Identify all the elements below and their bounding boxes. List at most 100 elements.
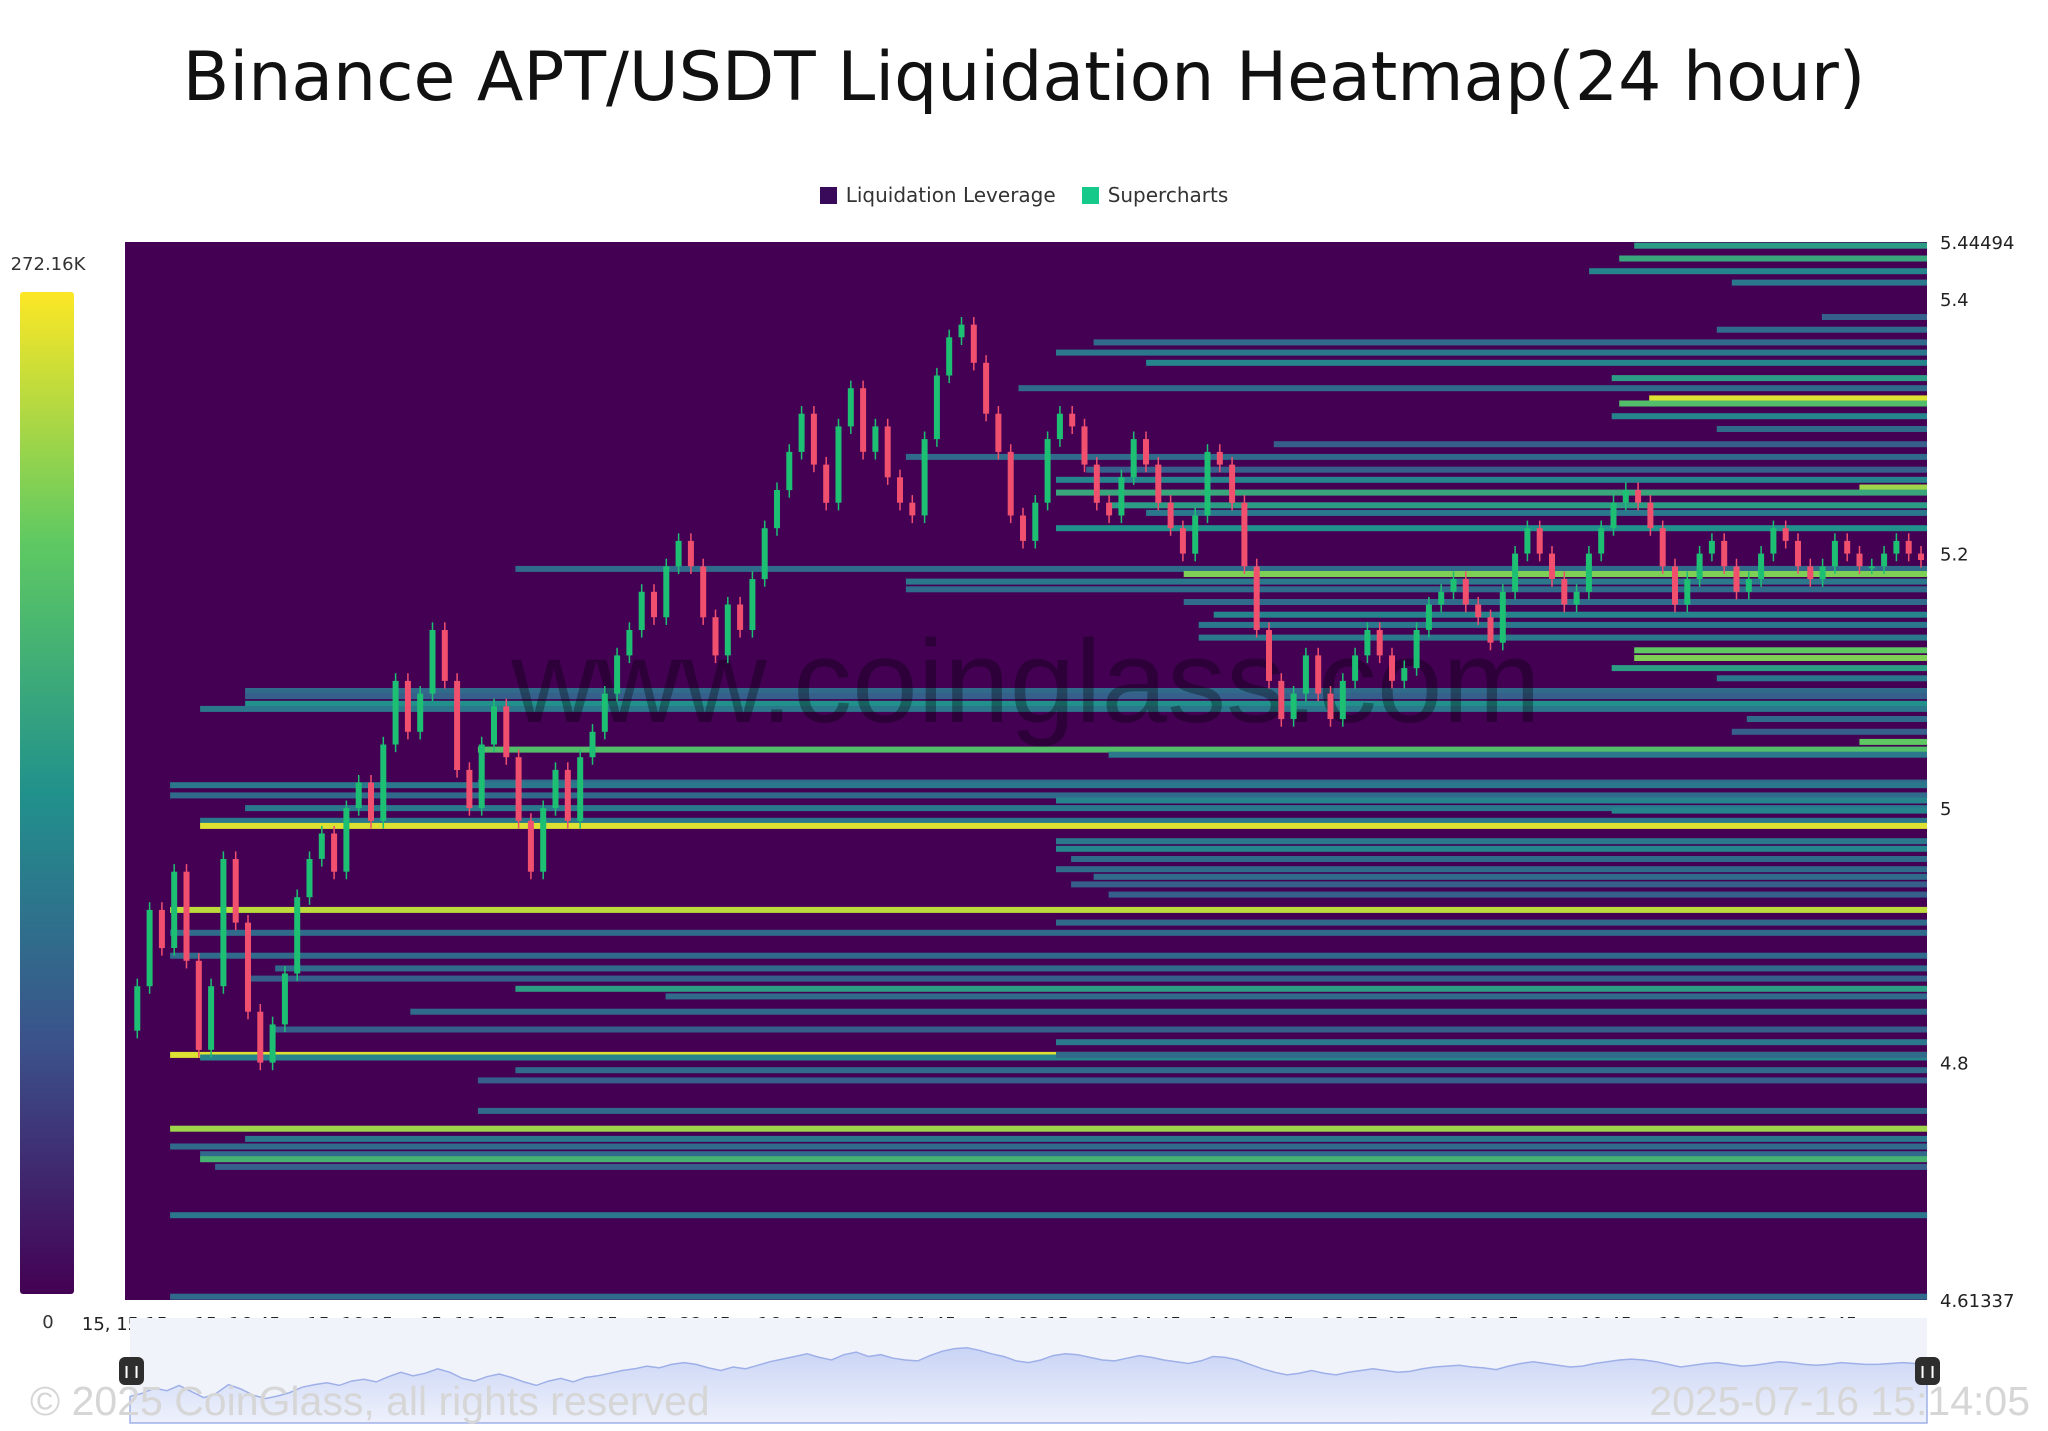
liquidation-band: [1198, 621, 1927, 628]
candle-body: [1253, 566, 1260, 630]
liquidation-band: [1198, 634, 1927, 641]
liquidation-band: [1093, 873, 1927, 880]
liquidation-band: [477, 1077, 1927, 1084]
liquidation-band: [1056, 525, 1927, 532]
candle-body: [429, 630, 436, 694]
liquidation-band: [245, 700, 1928, 707]
candle-body: [1905, 540, 1912, 554]
candle-body: [884, 426, 891, 478]
candle-body: [1413, 630, 1420, 669]
liquidation-band: [170, 792, 1928, 799]
candle-body: [1315, 655, 1322, 694]
candle-body: [564, 769, 571, 821]
liquidation-bands: [170, 242, 1928, 1300]
candle-body: [527, 820, 534, 872]
candle-body: [1056, 413, 1063, 440]
candle-body: [1659, 528, 1666, 567]
candle-body: [1302, 655, 1309, 694]
candle-body: [515, 757, 522, 821]
candle-body: [1278, 680, 1285, 720]
candle-body: [1610, 502, 1617, 529]
candle-body: [1770, 528, 1777, 554]
liquidation-band: [1611, 665, 1927, 672]
candle-body: [1450, 579, 1457, 592]
liquidation-band: [1056, 866, 1927, 873]
liquidation-band: [410, 1008, 1927, 1015]
candle-body: [1106, 502, 1113, 516]
candle-body: [257, 1011, 264, 1063]
candle-body: [1672, 566, 1678, 605]
candle-body: [380, 744, 387, 821]
candle-body: [1881, 553, 1888, 567]
candle-body: [1512, 553, 1519, 592]
candle-body: [343, 808, 350, 872]
navigator-left-handle[interactable]: ❙❙: [119, 1357, 144, 1385]
candle-body: [1831, 540, 1838, 567]
liquidation-band: [1071, 881, 1927, 888]
candle-body: [1081, 426, 1088, 465]
candle-body: [294, 897, 301, 974]
liquidation-band: [170, 1125, 1928, 1132]
candle-body: [700, 566, 707, 618]
candle-body: [1807, 566, 1814, 580]
candle-body: [368, 782, 374, 821]
candle-body: [1598, 528, 1605, 554]
candle-body: [1745, 579, 1752, 592]
candle-body: [1844, 540, 1851, 554]
legend-item-liquidation-leverage[interactable]: Liquidation Leverage: [819, 183, 1056, 207]
liquidation-band: [477, 746, 1927, 753]
candle-body: [208, 986, 215, 1050]
navigator-right-handle[interactable]: ❙❙: [1915, 1357, 1940, 1385]
liquidation-band: [1056, 797, 1927, 804]
candle-body: [983, 362, 990, 414]
candle-body: [1155, 464, 1162, 503]
candle-body: [1684, 579, 1691, 605]
chart-legend: Liquidation Leverage Supercharts: [0, 183, 2048, 207]
candle-body: [847, 388, 854, 427]
liquidation-band: [1859, 738, 1927, 745]
candle-body: [810, 413, 817, 465]
navigator-area: [129, 1346, 1928, 1424]
candle-body: [1069, 413, 1076, 427]
candle-body: [441, 630, 448, 681]
candle-body: [1795, 540, 1801, 567]
candle-body: [1573, 591, 1580, 605]
liquidation-band: [1056, 838, 1927, 845]
y-tick-label: 5.44494: [1940, 233, 2014, 254]
liquidation-band: [245, 688, 1928, 694]
liquidation-band: [1056, 1051, 1927, 1058]
liquidation-band: [200, 1156, 1928, 1163]
liquidation-band: [275, 965, 1928, 972]
candle-body: [1118, 477, 1125, 516]
liquidation-band: [200, 1151, 1928, 1158]
candle-body: [540, 808, 547, 872]
candle-body: [761, 528, 768, 580]
candle-body: [638, 591, 645, 630]
candle-body: [220, 859, 227, 987]
candle-body: [774, 490, 780, 529]
candle-body: [1758, 553, 1765, 579]
colorbar-min-label: 0: [42, 1312, 53, 1333]
candle-body: [823, 464, 830, 503]
candle-body: [749, 579, 756, 630]
candle-body: [577, 757, 584, 821]
candle-body: [1647, 502, 1654, 529]
candle-body: [626, 630, 633, 656]
candle-body: [552, 769, 559, 809]
liquidation-band: [170, 929, 1928, 936]
candle-body: [1561, 579, 1568, 605]
liquidation-band: [905, 578, 1927, 585]
liquidation-band: [1108, 502, 1927, 509]
liquidation-band: [1056, 349, 1927, 356]
candle-body: [1635, 490, 1642, 503]
timestamp-text: 2025-07-16 15:14:05: [1649, 1378, 2030, 1424]
legend-item-supercharts[interactable]: Supercharts: [1081, 183, 1228, 207]
liquidation-band: [215, 1163, 1928, 1170]
candle-body: [712, 617, 719, 656]
liquidation-band: [1056, 476, 1927, 483]
candle-body: [1290, 693, 1297, 719]
candle-body: [1204, 451, 1211, 516]
liquidation-band: [1611, 807, 1927, 814]
candle-body: [946, 337, 953, 376]
